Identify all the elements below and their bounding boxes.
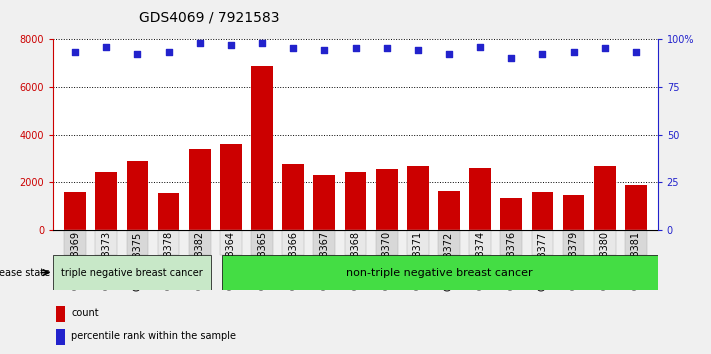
Bar [95, 172, 117, 230]
Text: GSM678382: GSM678382 [195, 232, 205, 291]
Bar [625, 185, 647, 230]
Bar [53, 255, 210, 290]
Point [599, 46, 611, 51]
Text: GSM678367: GSM678367 [319, 232, 329, 291]
Bar [189, 230, 210, 255]
Bar [95, 230, 117, 255]
Bar [562, 195, 584, 230]
Bar [407, 230, 429, 255]
Text: count: count [71, 308, 99, 318]
Text: GDS4069 / 7921583: GDS4069 / 7921583 [139, 11, 279, 25]
Bar [469, 230, 491, 255]
Bar [282, 230, 304, 255]
Bar [158, 230, 179, 255]
Bar [532, 192, 553, 230]
Point [412, 47, 424, 53]
Text: non-triple negative breast cancer: non-triple negative breast cancer [346, 268, 533, 278]
Bar [469, 168, 491, 230]
Bar [562, 230, 584, 255]
Text: GSM678368: GSM678368 [351, 232, 360, 290]
Text: GSM678364: GSM678364 [226, 232, 236, 290]
Point [443, 51, 454, 57]
Text: percentile rank within the sample: percentile rank within the sample [71, 331, 237, 341]
Point [287, 46, 299, 51]
Bar [220, 144, 242, 230]
Bar [314, 175, 336, 230]
Text: disease state: disease state [0, 268, 50, 278]
Text: GSM678373: GSM678373 [101, 232, 112, 291]
Bar [282, 164, 304, 230]
Bar [625, 230, 647, 255]
Bar [314, 230, 336, 255]
Text: triple negative breast cancer: triple negative breast cancer [61, 268, 203, 278]
Point [100, 44, 112, 50]
Bar [56, 329, 65, 345]
Text: GSM678375: GSM678375 [132, 232, 142, 291]
Text: GSM678380: GSM678380 [599, 232, 610, 290]
Point [163, 50, 174, 55]
Text: GSM678381: GSM678381 [631, 232, 641, 290]
Point [132, 51, 143, 57]
Bar [438, 230, 460, 255]
Bar [158, 193, 179, 230]
Point [225, 42, 237, 47]
Point [381, 46, 392, 51]
Point [568, 50, 579, 55]
Bar [594, 230, 616, 255]
Bar [501, 230, 522, 255]
Point [506, 55, 517, 61]
Text: GSM678378: GSM678378 [164, 232, 173, 291]
Bar [438, 191, 460, 230]
Bar [251, 230, 273, 255]
Text: GSM678365: GSM678365 [257, 232, 267, 291]
Text: GSM678377: GSM678377 [538, 232, 547, 291]
Text: GSM678372: GSM678372 [444, 232, 454, 291]
Point [630, 50, 641, 55]
Text: GSM678371: GSM678371 [413, 232, 423, 291]
Point [194, 40, 205, 46]
Point [257, 40, 268, 46]
Bar [56, 306, 65, 321]
Point [319, 47, 330, 53]
Text: GSM678374: GSM678374 [475, 232, 485, 291]
Text: GSM678369: GSM678369 [70, 232, 80, 290]
Text: GSM678366: GSM678366 [288, 232, 298, 290]
Bar [407, 166, 429, 230]
Bar [127, 161, 149, 230]
Bar [64, 230, 86, 255]
Point [70, 50, 81, 55]
Text: GSM678376: GSM678376 [506, 232, 516, 291]
Bar [127, 230, 149, 255]
Bar [375, 169, 397, 230]
Bar [345, 230, 366, 255]
Bar [532, 230, 553, 255]
Bar [222, 255, 658, 290]
Point [350, 46, 361, 51]
Bar [594, 166, 616, 230]
Bar [501, 198, 522, 230]
Bar [375, 230, 397, 255]
Text: GSM678379: GSM678379 [569, 232, 579, 291]
Bar [189, 149, 210, 230]
Bar [251, 67, 273, 230]
Bar [64, 192, 86, 230]
Bar [220, 230, 242, 255]
Text: GSM678370: GSM678370 [382, 232, 392, 291]
Bar [345, 172, 366, 230]
Point [474, 44, 486, 50]
Point [537, 51, 548, 57]
